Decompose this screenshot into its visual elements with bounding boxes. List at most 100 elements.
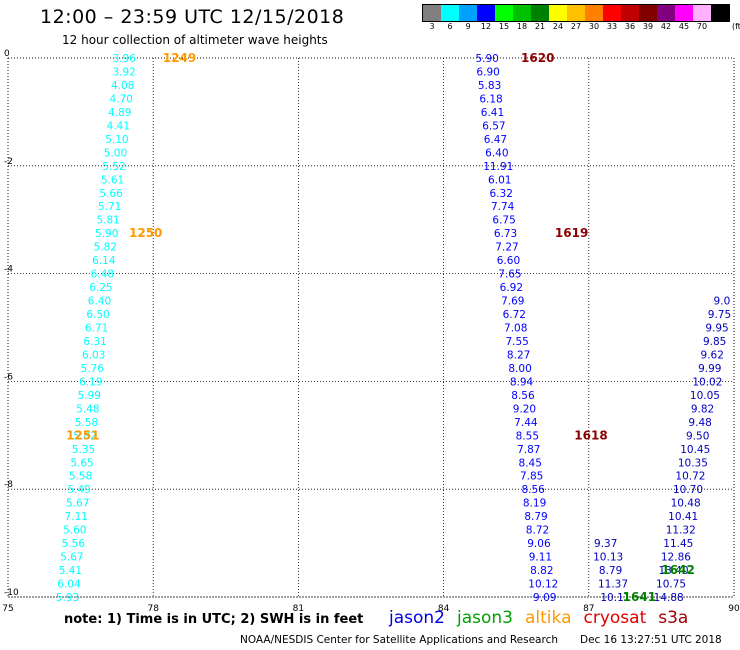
wave-height-point: 6.72 [503, 309, 526, 321]
legend-label: 42 [660, 22, 672, 31]
y-tick-label: -6 [4, 372, 13, 382]
wave-height-point: 6.19 [79, 376, 102, 388]
wave-height-point: 9.37 [594, 538, 617, 550]
y-tick-label: -8 [4, 480, 13, 490]
legend-swatch [441, 5, 459, 21]
wave-height-point: 6.04 [57, 579, 81, 591]
wave-height-point: 3.96 [112, 53, 136, 65]
wave-height-point: 7.11 [65, 511, 88, 523]
y-tick-label: -10 [4, 588, 19, 598]
mission-cryosat: cryosat [583, 608, 647, 628]
wave-height-point: 5.52 [102, 161, 125, 173]
plot-frame [7, 57, 735, 598]
x-tick-label: 84 [438, 604, 450, 614]
wave-height-point: 5.56 [62, 538, 86, 550]
wave-height-point: 5.66 [99, 188, 123, 200]
x-tick-label: 75 [2, 604, 13, 614]
legend-swatch [423, 5, 441, 21]
wave-height-point: 10.12 [528, 579, 558, 591]
wave-height-point: 7.08 [504, 323, 527, 335]
wave-height-point: 4.41 [107, 120, 130, 132]
wave-height-point: 13.40 [658, 565, 688, 577]
wave-height-point: 12.86 [661, 552, 691, 564]
x-tick-label: 90 [728, 604, 740, 614]
wave-height-point: 10.75 [656, 579, 686, 591]
legend-swatch [693, 5, 711, 21]
mission-altika: altika [525, 608, 572, 628]
legend-swatch [513, 5, 531, 21]
wave-height-point: 6.41 [481, 107, 504, 119]
legend-label: 36 [624, 22, 636, 31]
wave-height-point: 6.01 [488, 174, 511, 186]
legend-unit: (ft) [731, 22, 740, 31]
pass-time-label: 1641 [623, 590, 656, 604]
wave-height-point: 8.45 [519, 457, 542, 469]
legend-swatch [639, 5, 657, 21]
wave-height-point: 10.72 [675, 471, 705, 483]
wave-height-point: 6.73 [494, 228, 517, 240]
wave-height-point: 6.40 [88, 296, 111, 308]
wave-height-point: 8.72 [526, 525, 549, 537]
wave-height-point: 11.32 [666, 525, 696, 537]
wave-height-point: 6.90 [476, 66, 499, 78]
wave-height-point: 7.85 [520, 471, 543, 483]
wave-height-point: 8.82 [530, 565, 553, 577]
legend-swatch [531, 5, 549, 21]
wave-height-point: 8.19 [523, 498, 546, 510]
wave-height-point: 10.41 [668, 511, 698, 523]
legend-label: 15 [498, 22, 510, 31]
legend-label: 27 [570, 22, 582, 31]
wave-height-point: 10.35 [678, 457, 708, 469]
wave-height-point: 5.82 [73, 430, 96, 442]
wave-height-point: 5.90 [475, 53, 498, 65]
wave-height-point: 6.14 [92, 255, 116, 267]
legend-label: 12 [480, 22, 492, 31]
wave-height-point: 5.10 [105, 134, 128, 146]
wave-height-point: 9.85 [703, 336, 726, 348]
pass-time-label: 1620 [521, 51, 554, 65]
legend-swatch [621, 5, 639, 21]
page-title: 12:00 – 23:59 UTC 12/15/2018 [40, 6, 345, 28]
legend-label: 33 [606, 22, 618, 31]
wave-height-point: 8.27 [507, 349, 530, 361]
wave-height-point: 5.58 [69, 471, 92, 483]
footer-note: note: 1) Time is in UTC; 2) SWH is in fe… [64, 612, 364, 627]
mission-s3a: s3a [658, 608, 689, 628]
wave-height-point: 6.47 [484, 134, 507, 146]
legend-swatch [675, 5, 693, 21]
legend-swatch [711, 5, 729, 21]
wave-height-point: 5.41 [59, 565, 82, 577]
wave-height-point: 5.99 [78, 390, 101, 402]
wave-height-point: 5.00 [104, 147, 127, 159]
legend-swatch [585, 5, 603, 21]
wave-height-point: 7.55 [505, 336, 528, 348]
wave-height-point: 9.50 [686, 430, 709, 442]
legend-swatch [495, 5, 513, 21]
wave-height-point: 10.02 [692, 376, 722, 388]
wave-height-point: 6.92 [500, 282, 523, 294]
wave-height-point: 4.89 [108, 107, 131, 119]
wave-height-point: 9.82 [691, 403, 714, 415]
wave-height-point: 4.08 [111, 80, 134, 92]
wave-height-point: 10.48 [671, 498, 701, 510]
legend-label: 6 [447, 22, 453, 31]
wave-height-point: 6.75 [492, 215, 515, 227]
wave-height-point: 3.92 [112, 66, 135, 78]
wave-height-point: 9.20 [513, 403, 536, 415]
pass-time-label: 1619 [555, 226, 588, 240]
legend-swatch [657, 5, 675, 21]
legend-swatch [603, 5, 621, 21]
legend-swatch [567, 5, 585, 21]
wave-height-point: 9.62 [701, 349, 724, 361]
wave-height-point: 6.25 [89, 282, 112, 294]
wave-height-point: 4.70 [110, 93, 133, 105]
pass-time-label: 1249 [163, 51, 196, 65]
wave-height-point: 10.70 [673, 484, 703, 496]
agency-credit: NOAA/NESDIS Center for Satellite Applica… [240, 634, 558, 646]
wave-height-point: 5.67 [60, 552, 83, 564]
pass-time-label: 1642 [661, 563, 694, 577]
legend-swatch [477, 5, 495, 21]
wave-height-point: 6.18 [479, 93, 502, 105]
x-tick-label: 87 [583, 604, 594, 614]
